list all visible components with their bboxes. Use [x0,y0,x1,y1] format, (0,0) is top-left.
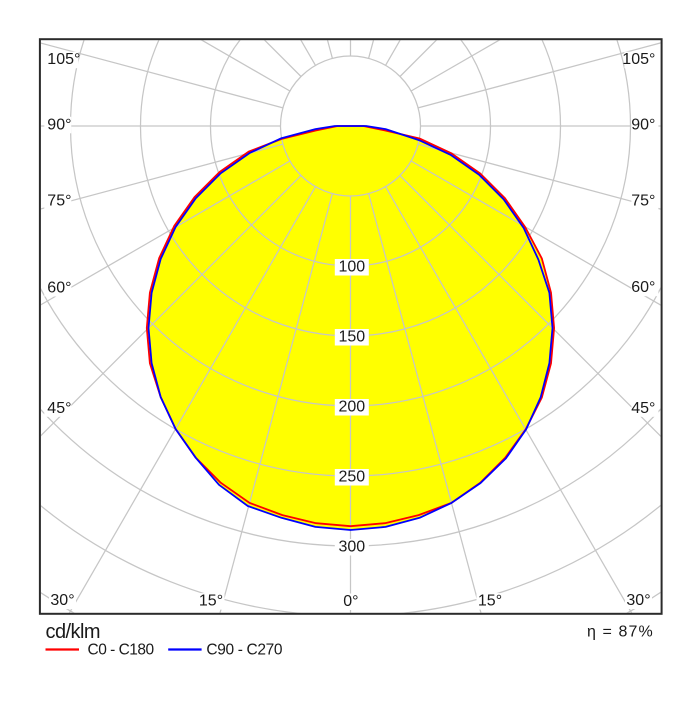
svg-text:15°: 15° [199,593,223,610]
svg-text:90°: 90° [631,116,655,133]
svg-text:90°: 90° [47,116,71,133]
svg-text:105°: 105° [622,51,655,68]
svg-text:η = 87%: η = 87% [587,624,654,641]
svg-text:45°: 45° [631,400,655,417]
svg-text:100: 100 [338,259,365,276]
svg-text:200: 200 [338,399,365,416]
svg-text:0°: 0° [343,593,358,610]
svg-text:150: 150 [338,329,365,346]
svg-text:60°: 60° [631,279,655,296]
svg-text:250: 250 [338,469,365,486]
svg-text:30°: 30° [50,592,74,609]
svg-text:C90 - C270: C90 - C270 [206,641,282,658]
svg-text:15°: 15° [478,593,502,610]
svg-text:75°: 75° [47,193,71,210]
svg-text:75°: 75° [631,192,655,209]
svg-text:45°: 45° [47,400,71,417]
svg-text:105°: 105° [47,51,80,68]
svg-text:30°: 30° [626,592,650,609]
svg-text:cd/klm: cd/klm [46,621,100,643]
svg-text:300: 300 [338,539,365,556]
svg-text:C0 - C180: C0 - C180 [88,641,155,658]
svg-text:60°: 60° [47,280,71,297]
